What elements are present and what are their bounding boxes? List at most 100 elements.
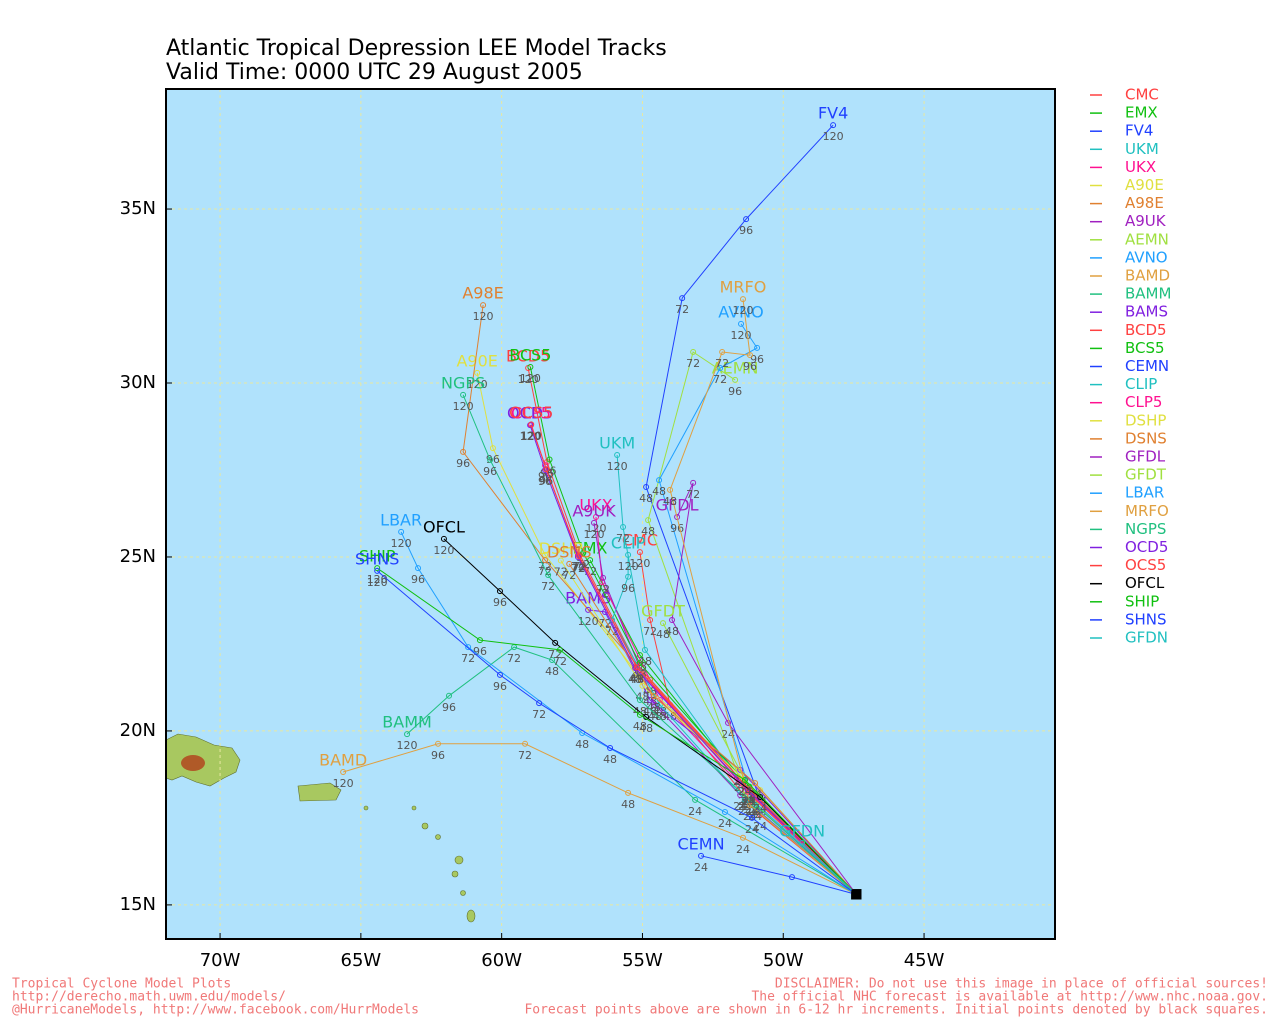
hour-label: 24 xyxy=(753,820,767,833)
y-tick-label: 15N xyxy=(120,894,156,915)
footer-text: Forecast points above are shown in 6-12 … xyxy=(524,1003,1268,1018)
hour-label: 96 xyxy=(728,385,742,398)
track-point xyxy=(749,814,756,821)
track-name: BAMD xyxy=(319,750,367,769)
track-point xyxy=(620,524,627,531)
legend-label: GFDN xyxy=(1125,629,1168,647)
hour-label: 24 xyxy=(742,794,756,807)
legend-label: BCD5 xyxy=(1125,321,1167,339)
track-point xyxy=(340,768,347,775)
legend-label: DSHP xyxy=(1125,411,1166,429)
footer-text: @HurricaneModels, http://www.facebook.co… xyxy=(12,1003,419,1018)
track-name: UKX xyxy=(579,495,612,514)
legend-label: BCS5 xyxy=(1125,339,1165,357)
track-name: OCS5 xyxy=(509,403,553,422)
hour-label: 120 xyxy=(397,739,418,752)
hour-label: 24 xyxy=(688,805,702,818)
track-point xyxy=(743,216,750,223)
hour-label: 48 xyxy=(545,665,559,678)
legend-label: UKX xyxy=(1125,158,1156,176)
hour-label: 24 xyxy=(748,810,762,823)
track-point xyxy=(739,834,746,841)
track-point xyxy=(647,696,654,703)
legend-label: OFCL xyxy=(1125,574,1165,592)
track-point xyxy=(460,448,467,455)
track-line xyxy=(406,646,857,895)
hour-label: 96 xyxy=(473,645,487,658)
island xyxy=(451,870,459,878)
hour-label: 120 xyxy=(585,522,606,535)
track-name: NGPS xyxy=(441,373,485,392)
track-point xyxy=(476,637,483,644)
track-point xyxy=(625,789,632,796)
track-point xyxy=(757,794,764,801)
track-name: DSHP xyxy=(539,539,584,558)
track-point xyxy=(614,452,621,459)
track-point xyxy=(633,664,640,671)
hour-label: 96 xyxy=(493,596,507,609)
hour-label: 96 xyxy=(670,522,684,535)
hour-label: 48 xyxy=(663,495,677,508)
hour-label: 48 xyxy=(641,525,655,538)
hour-label: 96 xyxy=(743,360,757,373)
track-line xyxy=(647,351,857,895)
hour-label: 48 xyxy=(621,798,635,811)
track-line xyxy=(700,855,857,895)
track-point xyxy=(788,874,795,881)
island xyxy=(454,855,464,865)
hour-label: 72 xyxy=(573,560,587,573)
footer-text: DISCLAIMER: Do not use this image in pla… xyxy=(775,977,1268,992)
legend-label: SHNS xyxy=(1125,610,1167,628)
hour-label: 72 xyxy=(532,708,546,721)
hour-label: 120 xyxy=(367,573,388,586)
track-point xyxy=(542,557,549,564)
x-tick-label: 60W xyxy=(481,950,522,971)
chart-subtitle: Valid Time: 0000 UTC 29 August 2005 xyxy=(166,60,583,85)
track-point xyxy=(741,796,748,803)
track-line xyxy=(530,424,857,895)
hour-label: 72 xyxy=(643,625,657,638)
island xyxy=(411,805,417,811)
track-point xyxy=(636,660,643,667)
hour-label: 48 xyxy=(647,701,661,714)
track-name: CEMN xyxy=(678,834,725,853)
hour-label: 48 xyxy=(628,673,642,686)
hour-label: 120 xyxy=(521,429,542,442)
hour-label: 72 xyxy=(572,561,586,574)
track-point xyxy=(732,376,739,383)
legend-label: GFDT xyxy=(1125,466,1167,484)
track-point xyxy=(746,786,753,793)
plot-frame xyxy=(165,88,1056,940)
track-point xyxy=(647,616,654,623)
track-point xyxy=(600,574,607,581)
legend-label: MRFO xyxy=(1125,502,1169,520)
track-point xyxy=(480,302,487,309)
track-point xyxy=(536,700,543,707)
y-tick-label: 25N xyxy=(120,546,156,567)
hour-label: 96 xyxy=(456,457,470,470)
hour-label: 48 xyxy=(603,753,617,766)
track-name: SHIP xyxy=(359,547,396,566)
hour-label: 120 xyxy=(607,460,628,473)
track-name: A9UK xyxy=(572,501,616,520)
track-point xyxy=(546,456,553,463)
legend-label: CLP5 xyxy=(1125,393,1162,411)
track-point xyxy=(404,731,411,738)
track-point xyxy=(522,740,529,747)
hour-label: 72 xyxy=(571,562,585,575)
track-point xyxy=(489,445,496,452)
track-line xyxy=(669,299,857,895)
track-name: A90E xyxy=(456,351,497,370)
track-point xyxy=(446,692,453,699)
track-point xyxy=(679,295,686,302)
hour-label: 72 xyxy=(548,648,562,661)
track-name: FV4 xyxy=(818,104,848,123)
legend-label: EMX xyxy=(1125,104,1158,122)
hour-label: 72 xyxy=(713,373,727,386)
track-name: LBAR xyxy=(380,510,422,529)
x-tick-label: 55W xyxy=(622,950,663,971)
legend-label: BAMS xyxy=(1125,303,1168,321)
track-point xyxy=(669,616,676,623)
hour-label: 120 xyxy=(453,400,474,413)
